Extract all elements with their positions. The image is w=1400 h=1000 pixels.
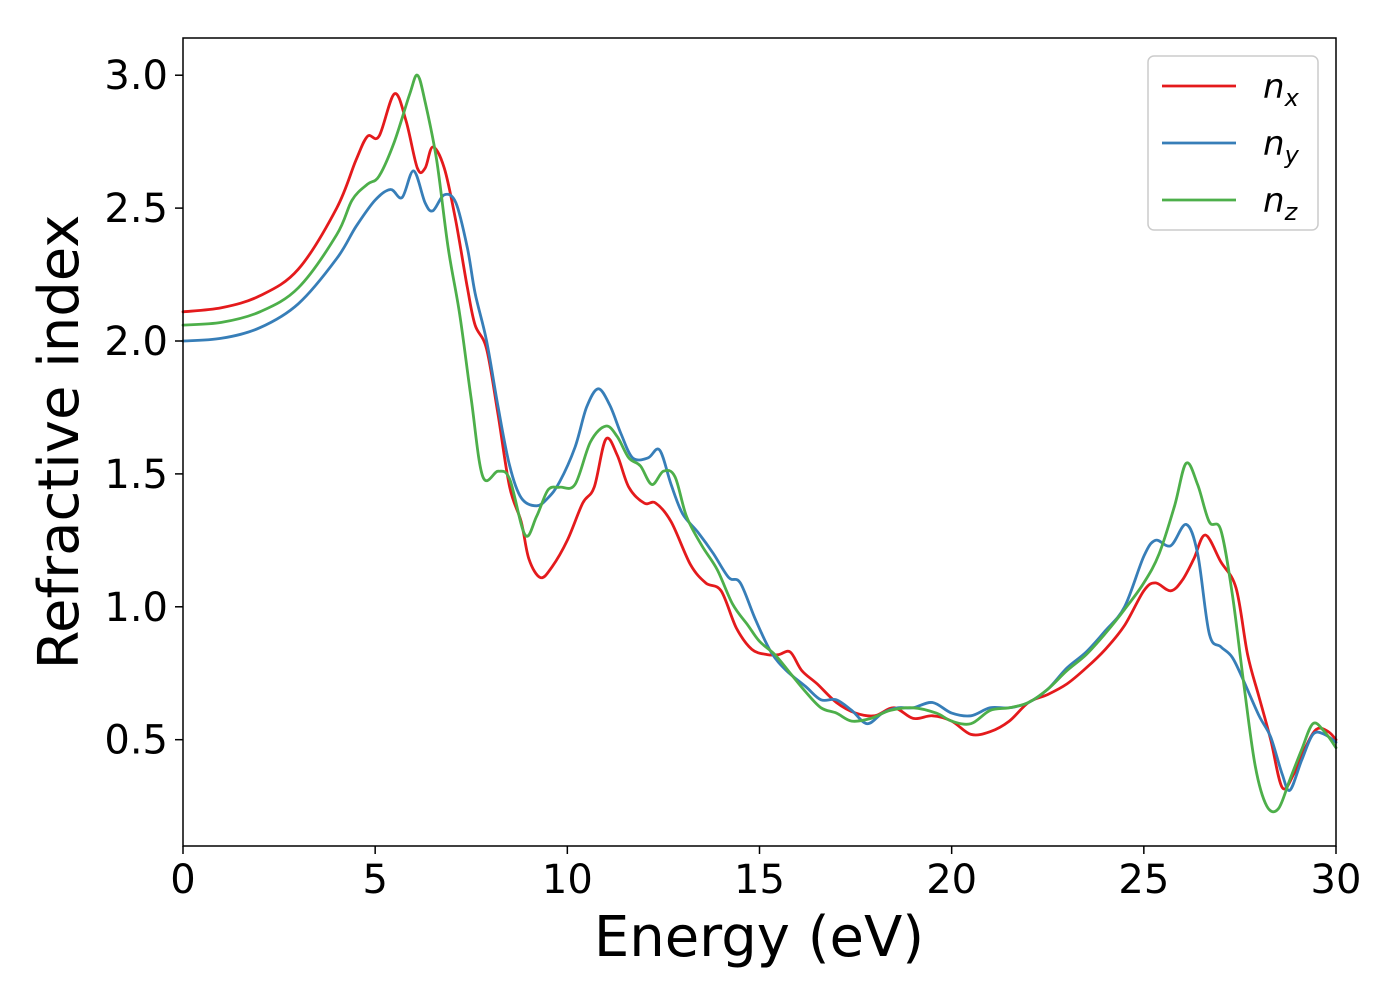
x-axis-ticks: 0 5 10 15 20 25 30 (170, 846, 1361, 903)
x-tick-label: 25 (1118, 857, 1169, 903)
y-axis-label: Refractive index (27, 215, 92, 670)
y-tick-label: 2.0 (104, 319, 168, 365)
y-tick-label: 3.0 (104, 53, 168, 99)
plot-lines (181, 73, 1338, 814)
y-tick-label: 2.5 (104, 186, 168, 232)
x-tick-label: 5 (362, 857, 387, 903)
series-line-nx (181, 92, 1338, 791)
y-tick-label: 0.5 (104, 718, 168, 764)
x-tick-label: 30 (1311, 857, 1362, 903)
x-tick-label: 15 (734, 857, 785, 903)
x-tick-label: 0 (170, 857, 195, 903)
series-line-ny (181, 169, 1338, 792)
x-axis-label: Energy (eV) (594, 905, 924, 970)
series-line-nz (181, 73, 1338, 814)
y-tick-label: 1.0 (104, 585, 168, 631)
y-axis-ticks: 0.5 1.0 1.5 2.0 2.5 3.0 (104, 53, 183, 764)
x-tick-label: 10 (542, 857, 593, 903)
y-tick-label: 1.5 (104, 452, 168, 498)
x-tick-label: 20 (926, 857, 977, 903)
